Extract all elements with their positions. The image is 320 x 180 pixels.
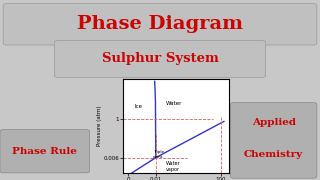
Text: Applied: Applied xyxy=(252,118,296,127)
Text: Water: Water xyxy=(166,101,182,106)
FancyBboxPatch shape xyxy=(3,4,317,45)
Y-axis label: Pressure (atm): Pressure (atm) xyxy=(97,106,102,146)
Text: Phase Diagram: Phase Diagram xyxy=(77,15,243,33)
FancyBboxPatch shape xyxy=(0,130,90,173)
Text: Triple
point: Triple point xyxy=(153,150,164,159)
Text: Water
vapor: Water vapor xyxy=(166,161,180,172)
Text: Phase Rule: Phase Rule xyxy=(12,147,77,156)
FancyBboxPatch shape xyxy=(230,103,317,178)
Text: Chemistry: Chemistry xyxy=(244,150,303,159)
FancyBboxPatch shape xyxy=(54,40,266,77)
Text: Sulphur System: Sulphur System xyxy=(101,52,219,65)
Text: Ice: Ice xyxy=(135,104,143,109)
